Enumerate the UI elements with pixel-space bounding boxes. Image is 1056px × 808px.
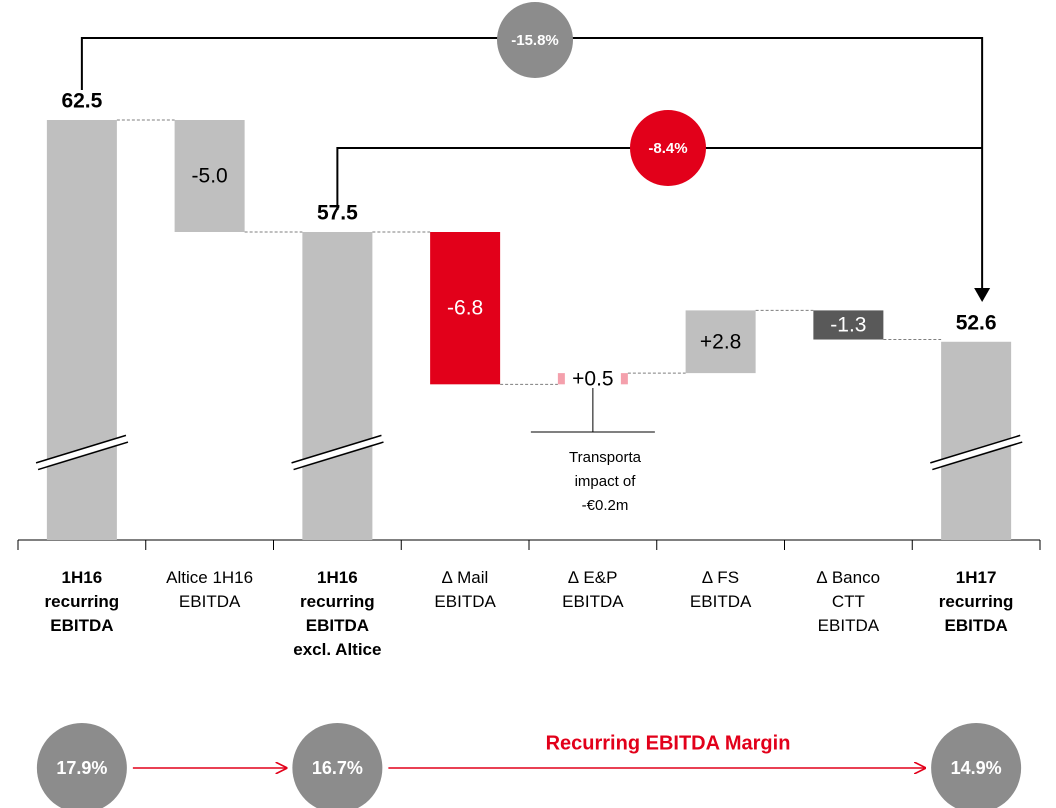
change-label: -15.8% — [511, 32, 559, 49]
bar — [941, 341, 1012, 540]
x-tick-label: 1H17 recurring EBITDA — [938, 568, 1014, 635]
axis-break — [932, 441, 1023, 471]
axis-break — [37, 441, 129, 471]
axis-break-gap — [36, 435, 128, 469]
change-badge — [630, 110, 706, 186]
axis-break-gap — [291, 435, 384, 469]
margin-label: 17.9% — [56, 758, 107, 778]
bar — [685, 310, 756, 374]
value-label: 62.5 — [61, 90, 102, 113]
x-tick-label: 1H16 recurring EBITDA — [44, 568, 120, 635]
bar — [813, 310, 884, 340]
margin-label: 14.9% — [951, 758, 1002, 778]
bar — [174, 120, 245, 232]
bar — [302, 232, 373, 540]
change-line — [336, 147, 983, 210]
x-tick-label: ∆ Mail EBITDA — [434, 568, 496, 611]
margin-badge — [292, 723, 383, 808]
value-label: -5.0 — [192, 165, 228, 188]
change-badge — [497, 2, 573, 78]
bar — [430, 232, 501, 385]
axis-break — [930, 434, 1021, 464]
x-tick-label: 1H16 recurring EBITDA excl. Altice — [293, 568, 382, 659]
axis-break — [35, 434, 127, 464]
value-label: 52.6 — [956, 311, 997, 334]
value-label: +2.8 — [700, 330, 741, 353]
axis-break-gap — [930, 435, 1022, 469]
x-tick-label: ∆ E&P EBITDA — [562, 568, 624, 611]
margin-badge — [931, 723, 1022, 808]
axis-break — [291, 434, 382, 464]
axis-break — [293, 441, 384, 471]
value-label: 57.5 — [317, 202, 358, 225]
margin-title: Recurring EBITDA Margin — [546, 732, 791, 754]
change-label: -8.4% — [648, 140, 687, 157]
value-label: -1.3 — [830, 314, 866, 337]
margin-label: 16.7% — [312, 758, 363, 778]
x-tick-label: ∆ FS EBITDA — [689, 568, 752, 611]
note: Transporta impact of -€0.2m — [569, 449, 641, 514]
x-tick-label: Altice 1H16 EBITDA — [166, 568, 254, 611]
arrow-head — [974, 288, 991, 302]
label-bg — [564, 366, 621, 391]
value-label: +0.5 — [572, 367, 613, 390]
margin-badge — [36, 723, 127, 808]
x-tick-label: ∆ Banco CTT EBITDA — [816, 568, 881, 635]
bar — [46, 120, 117, 540]
value-label: -6.8 — [447, 297, 483, 320]
